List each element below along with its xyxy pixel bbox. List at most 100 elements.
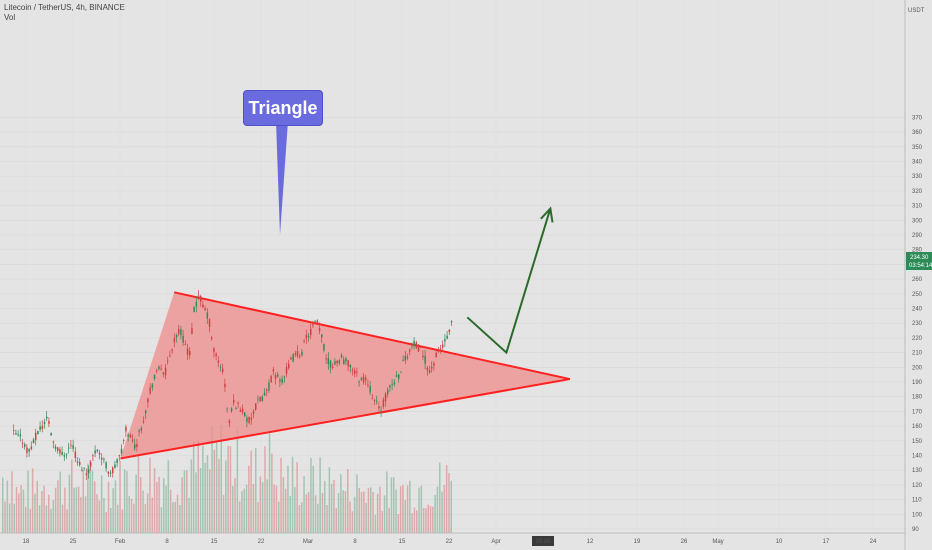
triangle-callout[interactable]: Triangle bbox=[243, 90, 323, 126]
volume-bar bbox=[227, 445, 229, 533]
time-tick-label: 22 bbox=[258, 539, 265, 545]
volume-bar bbox=[234, 478, 236, 533]
candlesticks[interactable] bbox=[13, 290, 453, 481]
candle-body bbox=[230, 408, 233, 412]
volume-bar bbox=[259, 476, 262, 533]
candle-body bbox=[74, 451, 77, 458]
volume-bar bbox=[156, 481, 158, 533]
volume-bar bbox=[11, 471, 13, 533]
volume-bar bbox=[103, 498, 105, 533]
volume-bar bbox=[287, 465, 289, 533]
volume-bar bbox=[84, 496, 87, 533]
price-tick-label: 320 bbox=[912, 189, 923, 195]
price-axis[interactable]: 90 100 110 120 130 140 150 160 170 180 190 200 210 22… bbox=[912, 115, 923, 533]
price-tick-label: 350 bbox=[912, 145, 923, 151]
candle-body bbox=[327, 357, 330, 365]
candle-body bbox=[448, 329, 451, 333]
volume-bar bbox=[89, 460, 91, 533]
candle-body bbox=[204, 308, 206, 311]
price-tick-label: 220 bbox=[912, 336, 923, 342]
volume-bar bbox=[367, 487, 370, 533]
volume-bar bbox=[381, 511, 383, 533]
candle-body bbox=[217, 360, 220, 363]
candle-body bbox=[338, 360, 341, 364]
candle-body bbox=[347, 360, 349, 367]
price-tick-label: 120 bbox=[912, 483, 923, 489]
time-axis[interactable]: 18 25 Feb 8 15 22 Mar 8 15 22 Apr 15:00 12 19 26 May 10 1… bbox=[23, 536, 877, 546]
candle-body bbox=[189, 351, 191, 356]
volume-indicator-label[interactable]: Vol bbox=[4, 13, 16, 22]
triangle-upper-trendline bbox=[173, 291, 571, 381]
volume-bar bbox=[137, 455, 140, 533]
candle-body bbox=[252, 411, 255, 414]
price-tick-label: 110 bbox=[912, 498, 922, 504]
candle-body bbox=[85, 473, 88, 475]
volume-bar bbox=[110, 507, 112, 533]
volume-bar bbox=[75, 487, 78, 533]
volume-bar bbox=[167, 460, 170, 533]
candle-body bbox=[173, 338, 176, 343]
candle-body bbox=[140, 428, 143, 431]
volume-bar bbox=[376, 493, 379, 533]
volume-bar bbox=[50, 508, 52, 533]
volume-bar bbox=[91, 470, 94, 533]
volume-bar bbox=[383, 495, 386, 533]
volume-bar bbox=[328, 467, 331, 533]
candle-body bbox=[411, 345, 413, 347]
volume-bar bbox=[98, 500, 101, 533]
volume-bar bbox=[2, 477, 4, 533]
candle-body bbox=[127, 434, 129, 437]
candle-body bbox=[257, 398, 259, 400]
time-tick-label: May bbox=[712, 539, 723, 545]
volume-bar bbox=[238, 501, 241, 533]
candle-body bbox=[21, 442, 24, 444]
candle-body bbox=[114, 464, 116, 468]
volume-bar bbox=[181, 477, 183, 533]
symbol-title[interactable]: Litecoin / TetherUS, 4h, BINANCE bbox=[4, 3, 125, 12]
candle-body bbox=[68, 447, 70, 449]
volume-bar bbox=[356, 474, 358, 533]
candle-body bbox=[206, 312, 209, 319]
volume-bar bbox=[411, 513, 413, 533]
time-tick-label: 15 bbox=[211, 539, 218, 545]
volume-bar bbox=[439, 462, 441, 533]
volume-bar bbox=[232, 485, 234, 533]
volume-bar bbox=[61, 504, 64, 533]
time-tick-label: Feb bbox=[115, 539, 126, 545]
price-tick-label: 100 bbox=[912, 512, 923, 518]
candle-body bbox=[237, 402, 239, 404]
volume-bar bbox=[128, 495, 130, 533]
volume-bar bbox=[186, 470, 188, 533]
candle-body bbox=[48, 420, 50, 424]
volume-bar bbox=[119, 461, 121, 533]
price-tick-label: 200 bbox=[912, 365, 923, 371]
volume-bar bbox=[130, 498, 133, 533]
candle-body bbox=[310, 328, 312, 335]
candle-body bbox=[336, 360, 338, 364]
volume-bar bbox=[303, 475, 305, 533]
candle-body bbox=[79, 461, 81, 465]
candle-body bbox=[393, 382, 396, 385]
time-tick-label: 25 bbox=[70, 539, 77, 545]
volume-bar bbox=[416, 510, 418, 533]
volume-bar bbox=[413, 507, 416, 533]
triangle-pattern[interactable] bbox=[120, 291, 571, 460]
candle-body bbox=[107, 471, 110, 474]
projection-arrow[interactable] bbox=[466, 206, 554, 355]
volume-bar bbox=[15, 487, 18, 533]
volume-bar bbox=[450, 480, 452, 533]
volume-bar bbox=[243, 488, 245, 533]
candle-body bbox=[235, 408, 237, 410]
candle-body bbox=[195, 302, 198, 307]
volume-bar bbox=[107, 481, 110, 533]
candle-body bbox=[191, 328, 193, 334]
candle-body bbox=[233, 399, 235, 403]
volume-bar bbox=[347, 468, 349, 533]
candle-body bbox=[112, 467, 114, 474]
candle-body bbox=[268, 382, 270, 391]
candle-body bbox=[266, 389, 268, 391]
candle-body bbox=[239, 410, 242, 412]
volume-bar bbox=[229, 446, 232, 533]
